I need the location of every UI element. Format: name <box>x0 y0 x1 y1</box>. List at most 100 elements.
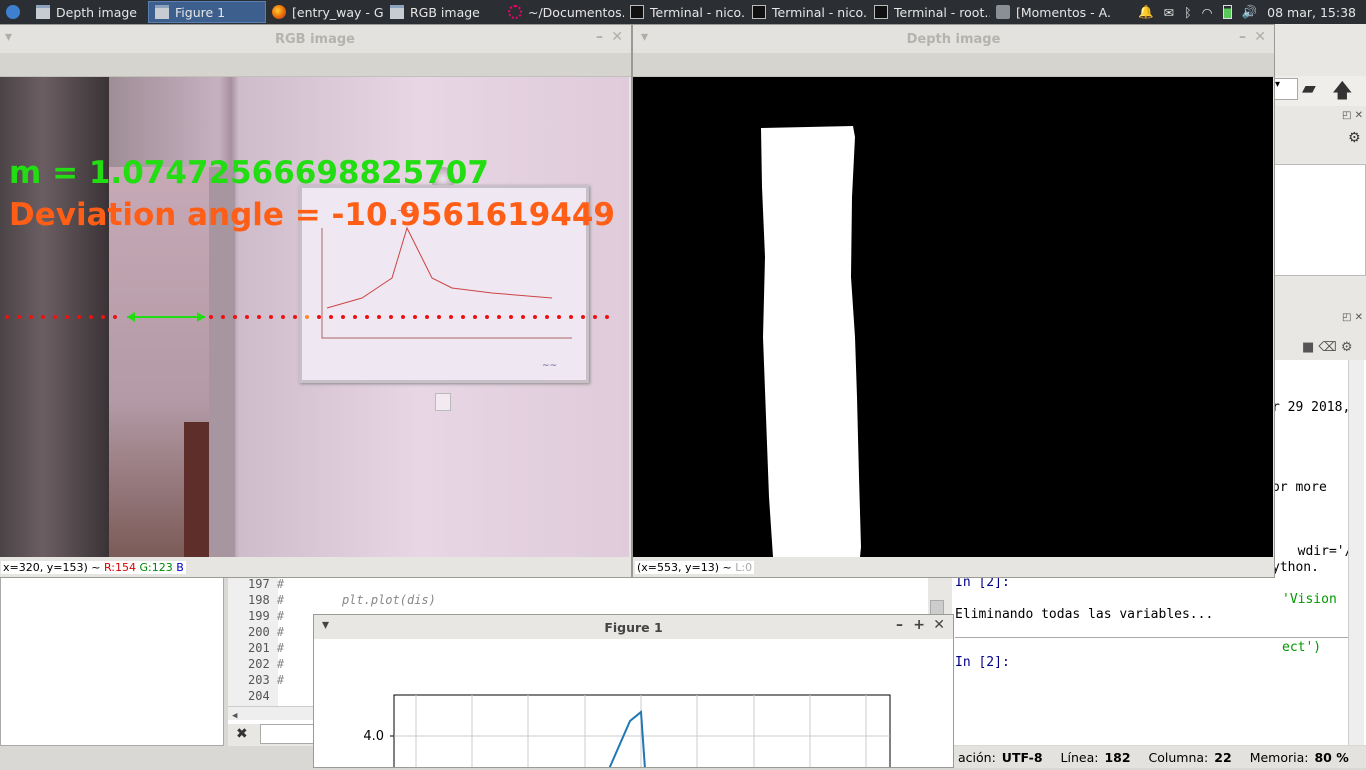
axes-frame <box>393 694 891 770</box>
scan-point <box>437 315 441 319</box>
scan-point <box>293 315 297 319</box>
code-line: # <box>276 577 285 591</box>
plot-area: 4.0 <box>363 694 891 770</box>
panel-close-icons-2[interactable]: ◰ ✕ <box>1342 312 1364 323</box>
console-line: 'Vision <box>1282 592 1337 607</box>
line-number: 200 <box>248 625 270 639</box>
data-line <box>608 710 646 770</box>
panel-close-icons[interactable]: ◰ ✕ <box>1342 110 1364 121</box>
line-label: Línea: <box>1060 749 1099 765</box>
scan-point <box>449 315 453 319</box>
scan-point <box>113 315 117 319</box>
taskbar-item-firefox[interactable]: [entry_way - G... <box>266 1 384 23</box>
gear-icon[interactable]: ⚙ <box>1348 130 1361 146</box>
bluetooth-icon[interactable]: ᛒ <box>1184 4 1192 20</box>
close-icon[interactable]: ✕ <box>611 29 623 45</box>
y-tick-label: 4.0 <box>363 729 384 744</box>
scan-point <box>53 315 57 319</box>
taskbar-item-rgb-image[interactable]: RGB image <box>384 1 502 23</box>
deviation-angle-overlay-text: Deviation angle = -10.9561619449 <box>9 197 615 233</box>
taskbar-item-label: Terminal - nico... <box>650 4 746 20</box>
window-menu-icon[interactable]: ▾ <box>5 29 13 45</box>
column-label: Columna: <box>1148 749 1209 765</box>
close-icon[interactable]: ✕ <box>1254 29 1266 45</box>
window-toolbar <box>633 53 1274 77</box>
battery-icon[interactable] <box>1222 5 1232 19</box>
window-menu-icon[interactable]: ▾ <box>322 617 330 633</box>
console-prompt: In [2]: <box>955 575 1010 590</box>
code-line: # <box>276 673 285 687</box>
rgb-camera-view[interactable]: ~~~ ~~ m = 1.07472566698825707 Deviation… <box>0 77 629 557</box>
scan-point <box>581 315 585 319</box>
folder-open-icon[interactable]: ▰ <box>1302 78 1316 99</box>
terminal-icon <box>874 5 888 19</box>
taskbar-item-label: [Momentos - A... <box>1016 4 1110 20</box>
light-switch <box>435 393 451 411</box>
scan-point <box>545 315 549 319</box>
volume-icon[interactable]: 🔊 <box>1241 4 1258 19</box>
taskbar-item-terminal-3[interactable]: Terminal - root... <box>868 1 990 23</box>
whiteboard: ~~~ ~~ <box>299 185 589 383</box>
scan-point <box>29 315 33 319</box>
scan-point <box>401 315 405 319</box>
taskbar-item-folder[interactable]: [Momentos - A... <box>990 1 1110 23</box>
notification-bell-icon[interactable]: 🔔 <box>1138 4 1154 19</box>
maximize-icon[interactable]: + <box>913 617 925 633</box>
find-input[interactable] <box>260 724 320 744</box>
mail-icon[interactable]: ✉ <box>1163 4 1175 20</box>
depth-image-window: Depth image ▾ – ✕ (x=553, y=13) ~ L:0 <box>632 24 1275 578</box>
close-icon[interactable]: ✖ <box>236 726 248 742</box>
taskbar-item-terminal-2[interactable]: Terminal - nico... <box>746 1 868 23</box>
scan-point <box>89 315 93 319</box>
file-explorer-pane[interactable] <box>0 574 224 746</box>
scan-point <box>377 315 381 319</box>
scan-point <box>509 315 513 319</box>
arrow-up-icon[interactable]: 🡅 <box>1332 78 1353 102</box>
line-number: 203 <box>248 673 270 687</box>
scan-point <box>389 315 393 319</box>
line-number: 199 <box>248 609 270 623</box>
dropdown-arrow-icon[interactable]: ▾ <box>1274 78 1298 100</box>
taskbar-item-label: Figure 1 <box>175 4 226 20</box>
scan-point <box>485 315 489 319</box>
spyder-icon <box>508 5 522 19</box>
depth-camera-view[interactable] <box>633 77 1273 557</box>
scan-point <box>473 315 477 319</box>
taskbar-item-spyder[interactable]: ~/Documentos... <box>502 1 624 23</box>
scan-point <box>461 315 465 319</box>
gap-arrow-right-head <box>197 312 205 322</box>
scan-point <box>593 315 597 319</box>
close-icon[interactable]: ✕ <box>933 617 945 633</box>
console-line: ython. <box>1272 560 1319 575</box>
start-menu-icon[interactable] <box>0 1 30 23</box>
column-value: 22 <box>1214 749 1232 765</box>
window-titlebar[interactable]: RGB image ▾ – ✕ <box>0 25 631 53</box>
scan-point <box>329 315 333 319</box>
scan-point <box>257 315 261 319</box>
window-titlebar[interactable]: Depth image ▾ – ✕ <box>633 25 1274 53</box>
taskbar-item-label: Terminal - root... <box>894 4 990 20</box>
window-titlebar[interactable]: Figure 1 ▾ – + ✕ <box>314 615 953 639</box>
slope-overlay-text: m = 1.07472566698825707 <box>9 155 489 191</box>
scan-point <box>281 315 285 319</box>
window-menu-icon[interactable]: ▾ <box>641 29 649 45</box>
taskbar: Depth image Figure 1 [entry_way - G... R… <box>0 0 1366 24</box>
taskbar-item-terminal-1[interactable]: Terminal - nico... <box>624 1 746 23</box>
clock[interactable]: 08 mar, 15:38 <box>1267 4 1356 20</box>
scan-point <box>317 315 321 319</box>
console-scrollbar[interactable] <box>1348 360 1364 745</box>
line-number: 202 <box>248 657 270 671</box>
console-toolbar-icons[interactable]: ■ ⌫ ⚙ <box>1302 340 1353 355</box>
minimize-icon[interactable]: – <box>1239 29 1246 45</box>
minimize-icon[interactable]: – <box>596 29 603 45</box>
depth-status-bar: (x=553, y=13) ~ L:0 <box>633 557 1274 577</box>
taskbar-item-depth-image[interactable]: Depth image <box>30 1 148 23</box>
wifi-icon[interactable]: ◠ <box>1201 4 1213 20</box>
terminal-icon <box>752 5 766 19</box>
window-icon <box>390 5 404 19</box>
taskbar-item-figure-1[interactable]: Figure 1 <box>148 1 266 23</box>
minimize-icon[interactable]: – <box>896 617 903 633</box>
pixel-green-value: G:123 <box>139 560 173 574</box>
scan-point <box>233 315 237 319</box>
pixel-luminance-value: L:0 <box>735 560 753 574</box>
